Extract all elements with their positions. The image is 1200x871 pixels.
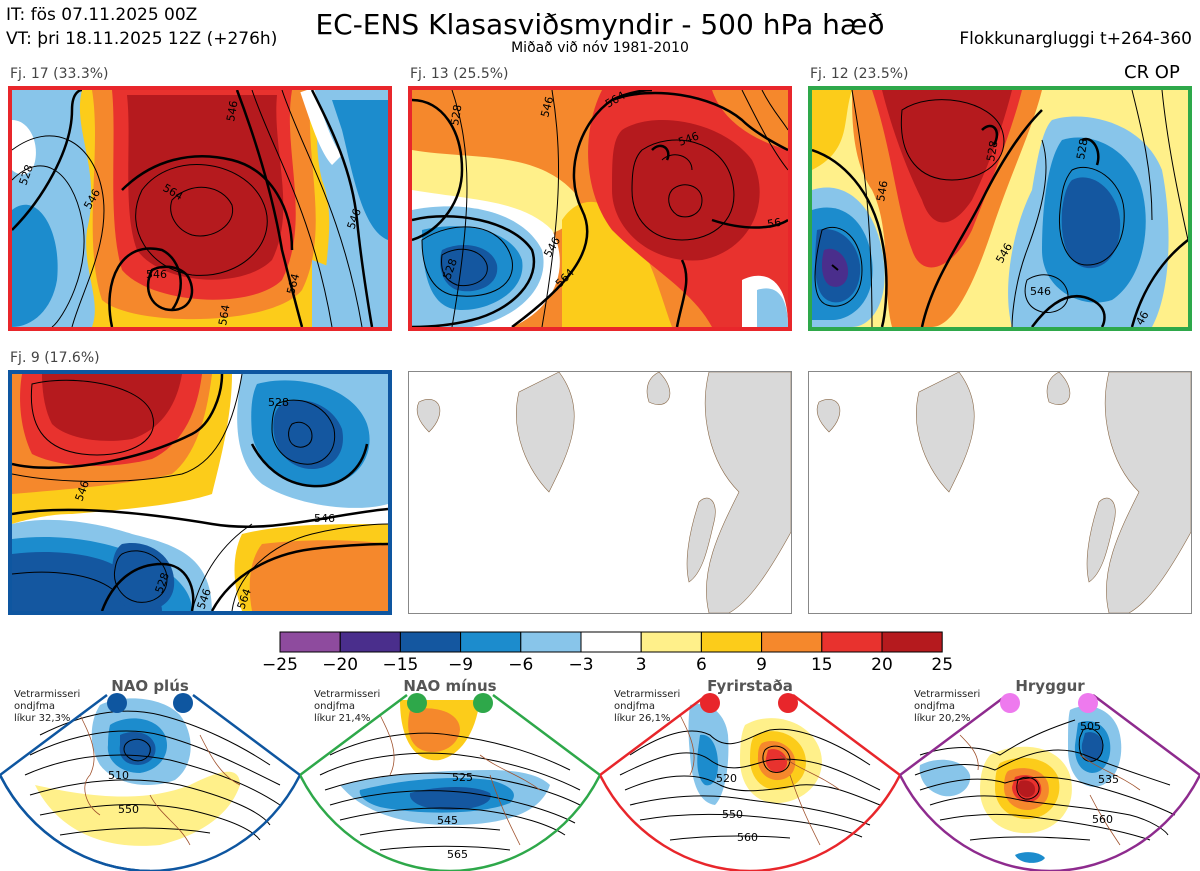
contour-label: 546 [874, 180, 890, 203]
colorbar-cell [640, 631, 702, 653]
colorbar-cell [821, 631, 883, 653]
colorbar-tick-label: −20 [322, 655, 358, 675]
colorbar-tick-label: −6 [508, 655, 533, 675]
colorbar-tick-label: −25 [262, 655, 298, 675]
contour-label: 564 [284, 272, 302, 296]
regime-title: Fyrirstaða [707, 677, 793, 695]
contour-label: 528 [448, 104, 464, 127]
cluster-window-label: Flokkunargluggi t+264-360 [959, 29, 1192, 49]
colorbar-cell [580, 631, 642, 653]
regime-nao-minus: 525 545 565 NAO mínus Vetrarmisseri ondj… [300, 675, 600, 871]
cluster-label-fj9: Fj. 9 (17.6%) [10, 350, 100, 366]
colorbar-tick-label: 9 [756, 655, 767, 675]
contour-label: 546 [224, 100, 240, 123]
contour-label: 528 [984, 140, 1000, 163]
colorbar: −25 −20 −15 −9 −6 −3 3 6 9 15 20 25 [262, 631, 953, 675]
regime-blocking: 520 550 560 Fyrirstaða Vetrarmisseri ond… [600, 675, 900, 871]
regime-title: NAO mínus [403, 677, 497, 695]
contour-label: 505 [1080, 720, 1101, 733]
contour-label: 550 [118, 803, 139, 816]
contour-label: 510 [108, 769, 129, 782]
initial-time: IT: fös 07.11.2025 00Z [6, 5, 198, 25]
valid-time: VT: þri 18.11.2025 12Z (+276h) [6, 29, 278, 49]
colorbar-tick-label: 3 [636, 655, 647, 675]
contour-label: 560 [1092, 813, 1113, 826]
cluster-label-fj17: Fj. 17 (33.3%) [10, 66, 109, 82]
regime-title: Hryggur [1015, 677, 1085, 695]
contour-label: 550 [722, 808, 743, 821]
colorbar-cell [399, 631, 462, 653]
regime-note: Vetrarmisseri ondjfma líkur 26,1% [614, 689, 681, 724]
contour-label: 520 [716, 772, 737, 785]
colorbar-tick-label: 20 [871, 655, 893, 675]
empty-map-5 [408, 371, 792, 614]
contour-label: 560 [737, 831, 758, 844]
contour-label: 546 [146, 268, 167, 281]
cluster-map-fj9: 528 546 546 528 546 564 [8, 370, 392, 615]
contour-label: 56 [766, 216, 782, 231]
empty-map-6 [808, 371, 1192, 614]
colorbar-tick-label: −9 [448, 655, 473, 675]
contour-label: 546 [538, 95, 556, 119]
colorbar-cell [761, 631, 823, 653]
cluster-map-fj12: 546 528 528 546 46 546 [808, 86, 1192, 331]
colorbar-cell [279, 631, 341, 653]
colorbar-tick-label: 6 [696, 655, 707, 675]
regime-note: Vetrarmisseri ondjfma líkur 20,2% [914, 689, 981, 724]
contour-label: 545 [437, 814, 458, 827]
contour-label: 528 [1074, 138, 1090, 161]
regime-ridge: 505 535 560 Hryggur Vetrarmisseri ondjfm… [900, 675, 1200, 871]
regime-note: Vetrarmisseri ondjfma líkur 21,4% [314, 689, 381, 724]
colorbar-tick-label: −15 [382, 655, 418, 675]
cluster-label-fj12: Fj. 12 (23.5%) [810, 66, 909, 82]
contour-label: 46 [1133, 309, 1151, 327]
colorbar-cell [881, 631, 943, 653]
page-title: EC-ENS Klasasviðsmyndir - 500 hPa hæð [315, 8, 885, 41]
contour-label: 546 [314, 512, 335, 525]
regime-title: NAO plús [111, 677, 189, 695]
colorbar-cell [700, 631, 763, 653]
cluster-map-fj13: 528 546 564 546 528 564 546 56 [408, 86, 792, 331]
colorbar-cell [339, 631, 401, 653]
contour-label: 564 [216, 304, 232, 327]
page-subtitle: Miðað við nóv 1981-2010 [511, 40, 689, 56]
colorbar-cell [520, 631, 582, 653]
contour-label: 525 [452, 771, 473, 784]
regime-note: Vetrarmisseri ondjfma líkur 32,3% [14, 689, 81, 724]
contour-label: 528 [268, 396, 289, 409]
cluster-label-fj13: Fj. 13 (25.5%) [410, 66, 509, 82]
contour-label: 535 [1098, 773, 1119, 786]
contour-label: 565 [447, 848, 468, 861]
cr-op-label: CR OP [1124, 62, 1180, 83]
contour-label: 546 [1030, 285, 1051, 298]
colorbar-tick-label: 15 [811, 655, 833, 675]
cluster-map-fj17: 528 546 564 546 546 564 546 564 [8, 86, 392, 331]
colorbar-tick-label: 25 [931, 655, 953, 675]
colorbar-tick-label: −3 [568, 655, 593, 675]
regime-nao-plus: 510 550 NAO plús Vetrarmisseri ondjfma l… [0, 675, 300, 871]
colorbar-cell [460, 631, 522, 653]
